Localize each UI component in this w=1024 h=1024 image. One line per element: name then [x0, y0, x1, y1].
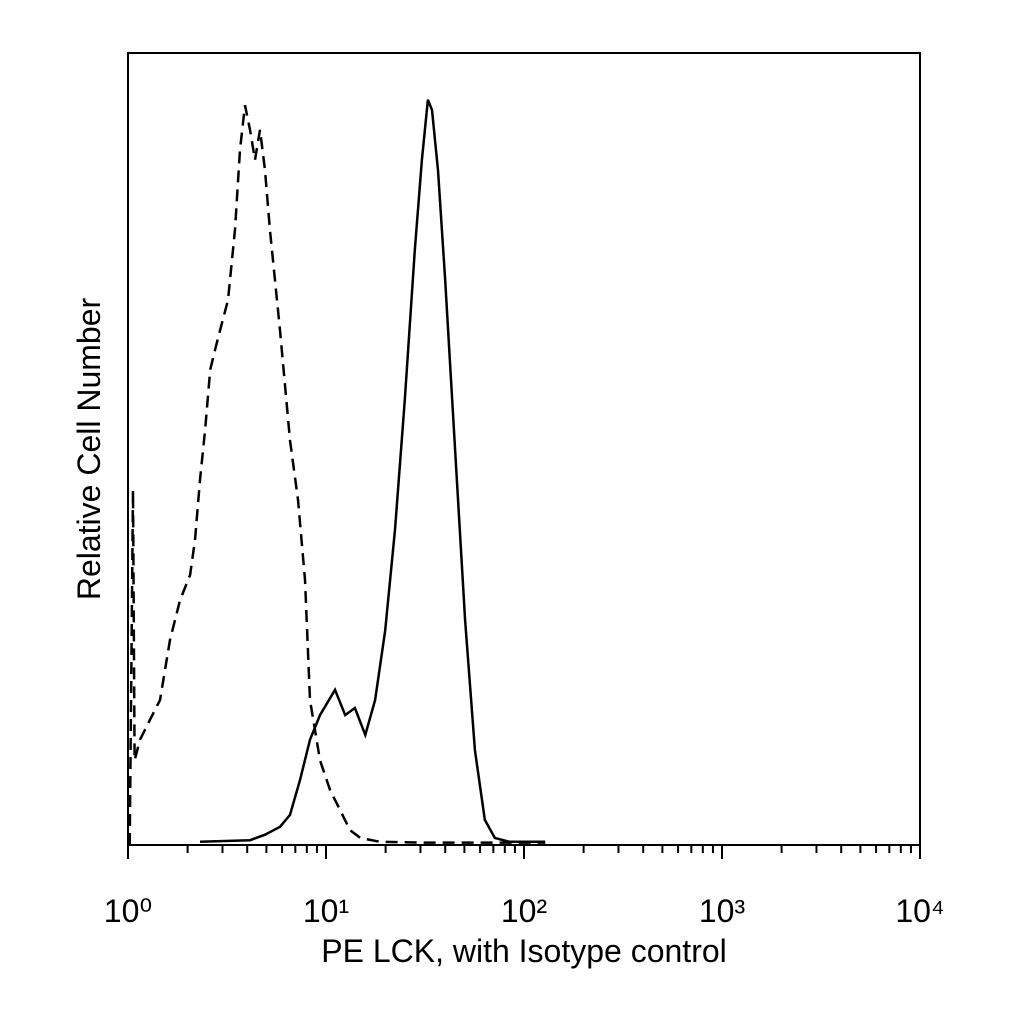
- x-axis-title: PE LCK, with Isotype control: [321, 933, 727, 969]
- x-tick-label: 10¹: [303, 893, 349, 929]
- x-tick-label: 10²: [501, 893, 548, 929]
- x-tick-label: 10⁰: [104, 893, 152, 929]
- histogram-line: [199, 99, 546, 844]
- y-axis-title: Relative Cell Number: [71, 297, 107, 600]
- histogram-line: [128, 105, 546, 846]
- x-tick-label: 10⁴: [895, 893, 944, 929]
- x-tick-label: 10³: [699, 893, 746, 929]
